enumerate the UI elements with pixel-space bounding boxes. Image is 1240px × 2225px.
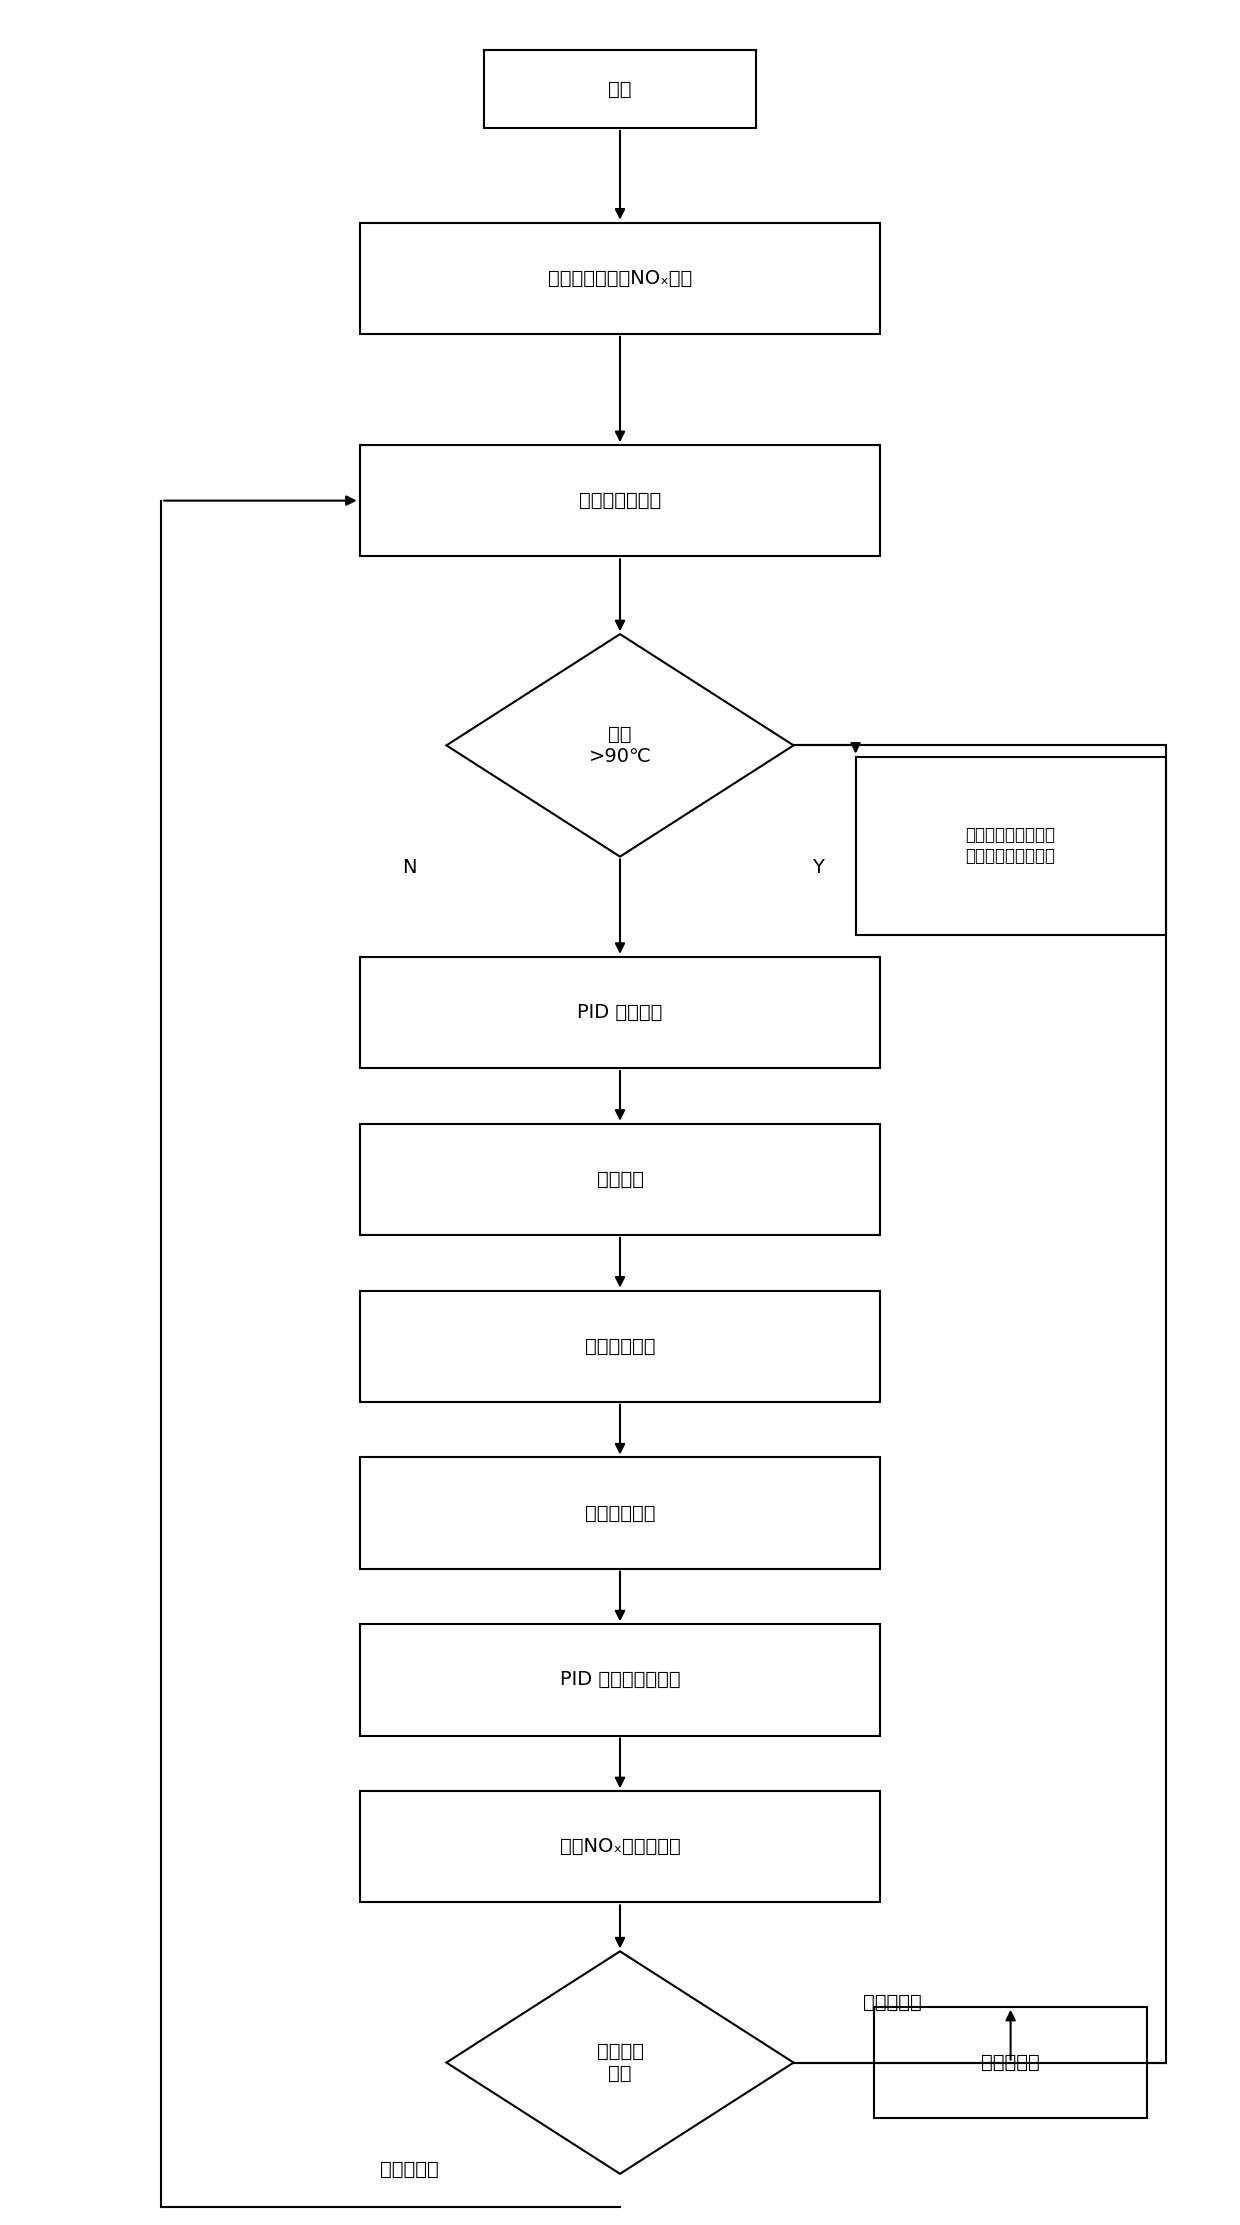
- Text: Y: Y: [812, 859, 825, 877]
- FancyBboxPatch shape: [360, 445, 880, 556]
- Polygon shape: [446, 1951, 794, 2174]
- FancyBboxPatch shape: [484, 49, 756, 127]
- Text: 与设置值
比较: 与设置值 比较: [596, 2043, 644, 2083]
- FancyBboxPatch shape: [360, 1290, 880, 1402]
- Text: PID 调节压缩机转速: PID 调节压缩机转速: [559, 1671, 681, 1689]
- FancyBboxPatch shape: [874, 2007, 1147, 2118]
- FancyBboxPatch shape: [360, 1457, 880, 1569]
- FancyBboxPatch shape: [856, 756, 1166, 934]
- Text: 水温
>90℃: 水温 >90℃: [589, 725, 651, 765]
- Polygon shape: [446, 634, 794, 857]
- Text: 小于设置值: 小于设置值: [379, 2160, 439, 2178]
- Text: 大于设置值: 大于设置值: [863, 1994, 923, 2011]
- Text: 锅炉温度: 锅炉温度: [596, 1170, 644, 1188]
- Text: 开始: 开始: [609, 80, 631, 98]
- Text: 调节喷嘴位置: 调节喷嘴位置: [585, 1337, 655, 1355]
- FancyBboxPatch shape: [360, 1624, 880, 1736]
- Text: 关闭喷枪，并将喷枪
从锅炉退出，并报警: 关闭喷枪，并将喷枪 从锅炉退出，并报警: [966, 825, 1055, 866]
- Text: PID 调节水温: PID 调节水温: [578, 1003, 662, 1021]
- Text: N: N: [402, 859, 417, 877]
- FancyBboxPatch shape: [360, 222, 880, 334]
- Text: 测量冷却水温度: 测量冷却水温度: [579, 492, 661, 510]
- Text: 测量烟气流量: 测量烟气流量: [585, 1504, 655, 1522]
- FancyBboxPatch shape: [360, 1791, 880, 1902]
- Text: 自适应控制: 自适应控制: [981, 2054, 1040, 2071]
- FancyBboxPatch shape: [360, 1124, 880, 1235]
- Text: 测量NOₓ、氨气浓度: 测量NOₓ、氨气浓度: [559, 1838, 681, 1856]
- Text: 设置出口氨气、NOₓ浓度: 设置出口氨气、NOₓ浓度: [548, 269, 692, 287]
- FancyBboxPatch shape: [360, 957, 880, 1068]
